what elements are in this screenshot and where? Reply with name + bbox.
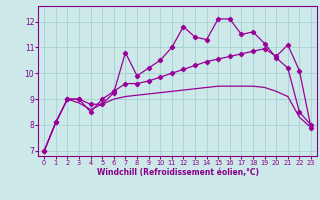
- X-axis label: Windchill (Refroidissement éolien,°C): Windchill (Refroidissement éolien,°C): [97, 168, 259, 177]
